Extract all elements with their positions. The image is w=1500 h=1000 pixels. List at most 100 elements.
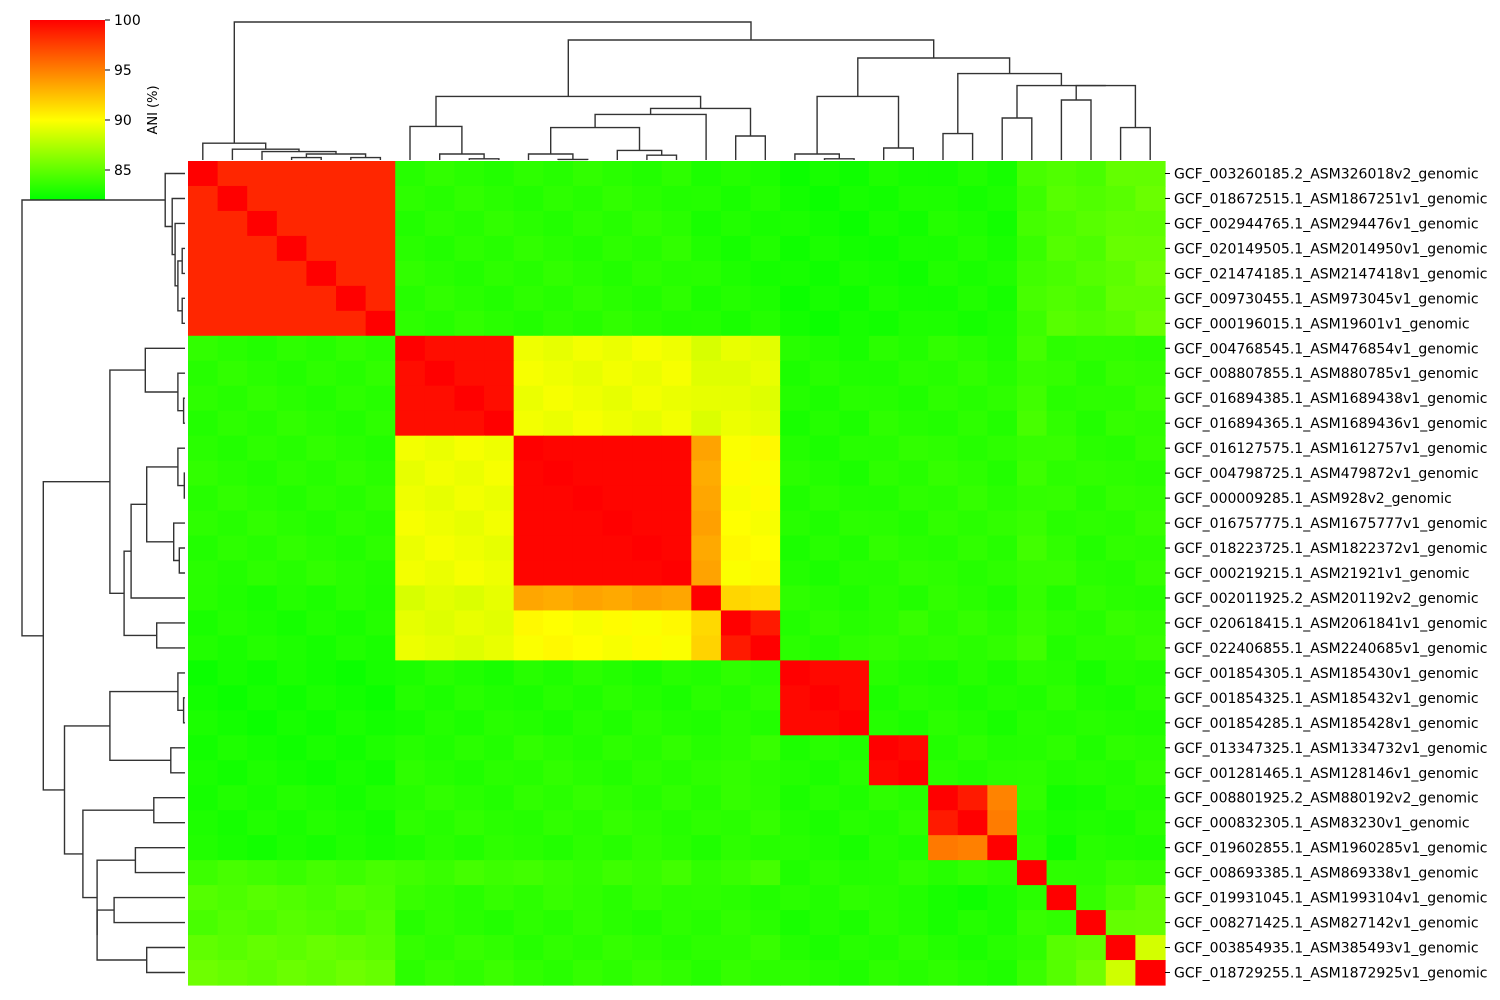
heatmap-cell	[306, 510, 337, 537]
heatmap-cell	[188, 860, 219, 886]
heatmap-cell	[188, 210, 219, 237]
dendrogram-branch	[202, 142, 267, 160]
heatmap-cell	[928, 860, 959, 886]
heatmap-cell	[543, 810, 574, 836]
heatmap-cell	[1076, 360, 1107, 387]
heatmap-cell	[839, 660, 870, 686]
heatmap-cell	[306, 360, 337, 387]
heatmap-cell	[898, 810, 929, 836]
heatmap-cell	[720, 185, 752, 212]
heatmap-cell	[276, 335, 308, 362]
heatmap-cell	[809, 235, 840, 262]
heatmap-cell	[780, 835, 811, 861]
heatmap-cell	[780, 385, 811, 412]
heatmap-cell	[750, 210, 781, 237]
heatmap-cell	[602, 460, 633, 487]
heatmap-cell	[809, 660, 840, 686]
heatmap-cell	[987, 860, 1018, 886]
heatmap-cell	[780, 260, 811, 287]
heatmap-cell	[750, 585, 781, 612]
heatmap-cell	[247, 785, 278, 811]
heatmap-cell	[484, 810, 515, 836]
heatmap-cell	[395, 310, 426, 337]
heatmap-cell	[1016, 210, 1048, 237]
heatmap-cell	[365, 810, 396, 836]
heatmap-cell	[750, 785, 781, 811]
heatmap-cell	[276, 510, 308, 537]
heatmap-cell	[661, 635, 692, 661]
heatmap-cell	[602, 835, 633, 861]
heatmap-cell	[454, 710, 485, 736]
dendrogram-branch	[96, 859, 136, 936]
heatmap-cell	[1105, 835, 1136, 861]
heatmap-cell	[1016, 760, 1048, 786]
heatmap-cell	[602, 210, 633, 237]
heatmap-cell	[987, 885, 1018, 911]
heatmap-cell	[543, 310, 574, 337]
heatmap-cell	[750, 435, 781, 462]
heatmap-cell	[543, 185, 574, 212]
heatmap-cell	[424, 710, 456, 736]
heatmap-cell	[188, 810, 219, 836]
heatmap-cell	[632, 285, 663, 312]
heatmap-cell	[247, 435, 278, 462]
dendrogram-branch	[942, 132, 974, 160]
heatmap-cell	[188, 510, 219, 537]
dendrogram-branch	[113, 896, 185, 924]
heatmap-cell	[188, 835, 219, 861]
heatmap-cell	[750, 610, 781, 637]
heatmap-cell	[750, 335, 781, 362]
heatmap-cell	[336, 835, 367, 861]
heatmap-cell	[987, 510, 1018, 537]
heatmap-cell	[1046, 185, 1077, 212]
heatmap-cell	[1076, 310, 1107, 337]
heatmap-cell	[720, 410, 752, 437]
heatmap-cell	[987, 935, 1018, 961]
heatmap-cell	[543, 260, 574, 287]
heatmap-cell	[750, 685, 781, 711]
heatmap-cell	[188, 610, 219, 637]
heatmap-cell	[276, 810, 308, 836]
heatmap-cell	[1105, 210, 1136, 237]
heatmap-cell	[602, 335, 633, 362]
heatmap-cell	[957, 385, 988, 412]
heatmap-cell	[454, 610, 485, 637]
heatmap-cell	[691, 685, 722, 711]
heatmap-cell	[1105, 185, 1136, 212]
heatmap-cell	[513, 760, 544, 786]
heatmap-cell	[247, 310, 278, 337]
heatmap-cell	[306, 635, 337, 661]
heatmap-cell	[1016, 910, 1048, 936]
heatmap-cell	[691, 935, 722, 961]
heatmap-cell	[336, 385, 367, 412]
heatmap-cell	[839, 910, 870, 936]
heatmap-cell	[928, 460, 959, 487]
heatmap-cell	[1135, 435, 1166, 462]
heatmap-cell	[336, 460, 367, 487]
heatmap-cell	[1105, 585, 1136, 612]
heatmap-cell	[868, 610, 900, 637]
heatmap-cell	[661, 885, 692, 911]
heatmap-cell	[395, 760, 426, 786]
row-label: GCF_019931045.1_ASM1993104v1_genomic	[1174, 891, 1487, 907]
heatmap-cell	[1076, 235, 1107, 262]
heatmap-cell	[188, 560, 219, 587]
heatmap-cell	[424, 610, 456, 637]
heatmap-cell	[513, 185, 544, 212]
heatmap-cell	[424, 885, 456, 911]
heatmap-cell	[543, 885, 574, 911]
dendrogram-branch	[594, 113, 707, 160]
heatmap-cell	[898, 860, 929, 886]
heatmap-cell	[572, 910, 604, 936]
heatmap-cell	[513, 560, 544, 587]
heatmap-cell	[247, 710, 278, 736]
heatmap-cell	[868, 360, 900, 387]
heatmap-cell	[691, 710, 722, 736]
heatmap-cell	[395, 410, 426, 437]
heatmap-cell	[336, 685, 367, 711]
heatmap-cell	[336, 510, 367, 537]
heatmap-cell	[928, 385, 959, 412]
heatmap-cell	[1105, 960, 1136, 986]
heatmap-cell	[987, 735, 1018, 761]
dendrogram-branch	[183, 472, 185, 499]
